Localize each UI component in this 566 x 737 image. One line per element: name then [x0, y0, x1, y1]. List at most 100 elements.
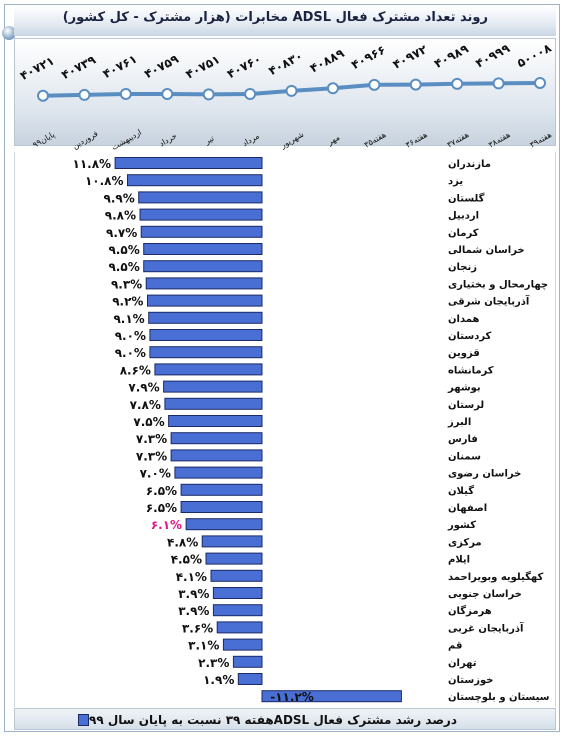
bar	[261, 690, 402, 703]
bar-chart-panel	[14, 152, 556, 707]
bar-value-label: ۹.۱%	[113, 312, 144, 326]
legend-swatch	[78, 714, 89, 726]
bar-value-label: ۱۱.۸%	[73, 157, 112, 171]
bar-category-label: اصفهان	[448, 503, 487, 514]
line-point	[202, 88, 215, 101]
bar-category-label: گیلان	[448, 484, 474, 497]
bar-value-label: ۷.۳%	[136, 432, 167, 446]
bar-category-label: خراسان رضوی	[448, 469, 521, 480]
title-band	[14, 6, 556, 36]
bar-value-label: ۹.۳%	[111, 277, 142, 291]
bar-value-label: ۱۰.۸%	[85, 174, 124, 188]
bar	[143, 260, 263, 273]
bar-value-label: ۸.۶%	[120, 363, 151, 377]
bar	[201, 535, 263, 548]
bar-category-label: آذربایجان غربی	[448, 621, 524, 634]
bar	[149, 329, 263, 341]
bar-category-label: آذربایجان شرقی	[448, 295, 530, 308]
bar-value-label: ۳.۱%	[188, 639, 219, 653]
line-point	[119, 87, 132, 100]
bar-value-label: ۱.۹%	[203, 673, 234, 687]
bar-value-label: ۹.۰%	[115, 346, 146, 360]
bar-category-label: خراسان جنوبی	[448, 589, 522, 600]
bar-value-label: ۷.۳%	[136, 449, 167, 463]
bar	[212, 587, 263, 599]
bar	[237, 673, 263, 685]
bar-category-label: ایلام	[448, 555, 470, 566]
bar-category-label: کردستان	[448, 331, 492, 342]
bar-value-label: ۹.۲%	[112, 295, 143, 309]
bar-category-label: هرمزگان	[448, 604, 492, 617]
bar	[216, 621, 263, 634]
bar-category-label: کرمانشاه	[448, 365, 494, 376]
bar	[148, 311, 263, 324]
bar-value-label: ۷.۸%	[130, 398, 161, 412]
bar-category-label: خراسان شمالی	[448, 245, 525, 256]
bar	[143, 243, 263, 255]
bar-value-label: ۹.۵%	[108, 243, 139, 257]
bar	[140, 225, 263, 238]
bar	[170, 432, 263, 445]
bar-value-label: ۴.۵%	[171, 553, 202, 567]
bar-value-label: ۹.۵%	[108, 260, 139, 274]
bar-value-label: ۹.۷%	[106, 226, 137, 240]
bar-category-label: لرستان	[448, 400, 484, 411]
bar	[168, 415, 263, 427]
chart-title: روند تعداد مشترک فعال ADSL مخابرات (هزار…	[62, 10, 488, 25]
bar-category-label: بوشهر	[447, 383, 481, 394]
bar	[145, 277, 263, 290]
bar-value-label: ۳.۹%	[178, 587, 209, 601]
line-point	[161, 88, 174, 101]
bar	[127, 174, 263, 187]
bar-category-label: چهارمحال و بختیاری	[448, 279, 548, 290]
bar	[205, 552, 263, 565]
bar-category-label: سمنان	[448, 451, 481, 462]
line-point	[37, 89, 49, 102]
bar-category-label: گلستان	[448, 191, 485, 204]
bar-category-label: قم	[448, 641, 462, 652]
bar-value-label: ۹.۹%	[104, 191, 135, 205]
bar-category-label: کهگیلویه وبویراحمد	[448, 570, 543, 583]
bar	[212, 604, 263, 617]
bar-value-label: ۷.۰%	[140, 467, 171, 481]
bar	[163, 380, 263, 393]
chart-frame	[4, 4, 560, 732]
bar	[222, 638, 263, 651]
bar	[139, 208, 263, 221]
decorative-knob	[2, 26, 16, 40]
bar-value-label: ۴.۱%	[176, 570, 207, 584]
bar-category-label: زنجان	[448, 262, 477, 273]
line-point	[285, 84, 298, 97]
line-point	[409, 78, 422, 91]
bar-value-label: ۴.۸%	[167, 535, 198, 549]
bar-category-label: سیستان و بلوچستان	[448, 692, 550, 703]
bar-value-label: ۶.۵%	[146, 484, 177, 498]
bar	[170, 449, 263, 462]
line-point	[368, 78, 381, 91]
bar-value-label: ۲.۳%	[198, 656, 229, 670]
bar	[210, 569, 263, 582]
bar-value-label: ۷.۵%	[133, 415, 164, 429]
line-point	[78, 88, 91, 101]
bar-category-label: کرمان	[448, 228, 479, 239]
line-chart: ۴۰۷۲۱پایان۹۹۴۰۷۳۹فروردین۴۰۷۶۱اردیبهشت۴۰۷…	[18, 40, 555, 152]
bar-value-label: ۶.۱%	[151, 518, 182, 532]
line-point	[326, 82, 339, 95]
bar-category-label: یزد	[448, 176, 463, 187]
bar	[147, 294, 263, 307]
bar-value-label: ۳.۹%	[178, 604, 209, 618]
bar	[174, 466, 263, 479]
bar	[114, 157, 263, 169]
line-point	[492, 77, 505, 90]
bar	[149, 346, 263, 359]
bar	[180, 483, 263, 496]
bar	[138, 191, 263, 204]
bar-category-label: مرکزی	[448, 537, 482, 548]
line-point	[244, 88, 257, 100]
bar-category-label: البرز	[447, 417, 471, 428]
bar-category-label: کشور	[447, 520, 476, 531]
bar-category-label: تهران	[448, 658, 477, 669]
bar-value-label: -۱۱.۲%	[270, 690, 314, 704]
legend: درصد رشد مشترک فعال ADSLهفته ۳۹ نسبت به …	[14, 708, 556, 730]
